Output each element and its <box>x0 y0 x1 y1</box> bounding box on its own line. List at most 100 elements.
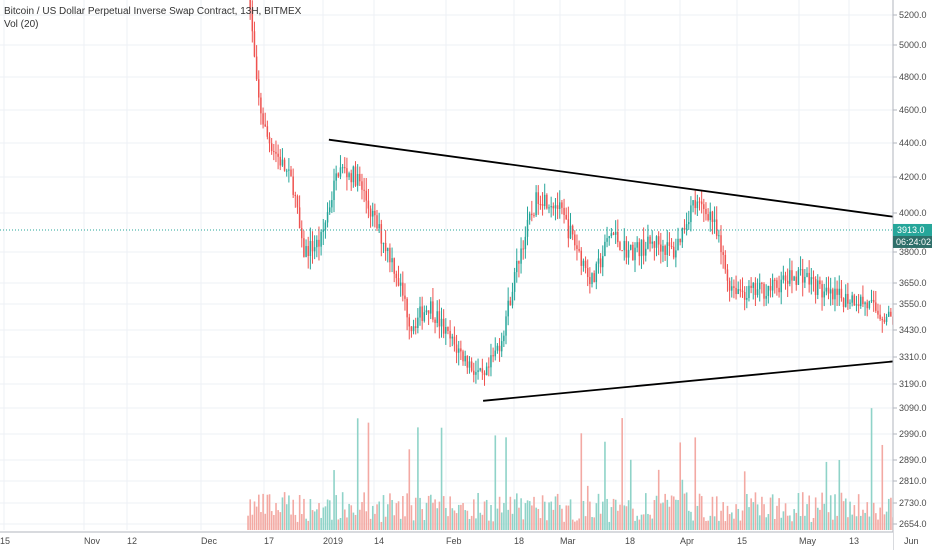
time-tick-label: Nov <box>84 536 101 546</box>
volume-bar <box>350 505 353 530</box>
candle-body <box>593 273 595 283</box>
volume-bar <box>535 507 537 530</box>
candle-body <box>814 279 817 295</box>
volume-bar <box>832 519 834 530</box>
volume-bar <box>432 502 434 530</box>
volume-bar <box>567 505 570 530</box>
volume-bar <box>752 502 755 530</box>
volume-bar <box>688 510 690 530</box>
candle-body <box>438 311 441 327</box>
volume-bar <box>724 521 727 530</box>
candle-body <box>298 207 301 229</box>
candle-body <box>857 304 860 306</box>
candle-body <box>455 344 458 353</box>
candle-body <box>703 204 705 209</box>
volume-bar <box>281 497 284 530</box>
candle-body <box>808 272 810 285</box>
candle-body <box>847 293 849 304</box>
volume-bar <box>808 495 811 530</box>
candle-body <box>320 232 322 247</box>
volume-bar <box>417 427 419 530</box>
last-price-value: 3913.0 <box>897 225 925 235</box>
candle-body <box>627 249 630 258</box>
volume-bar <box>485 499 488 530</box>
candle-body <box>668 242 671 246</box>
volume-bar <box>660 503 662 530</box>
candle-body <box>868 301 871 309</box>
volume-bar <box>520 498 522 530</box>
candle-body <box>249 0 251 10</box>
time-tick-label: Apr <box>680 536 694 546</box>
volume-bar <box>602 501 604 530</box>
candle-body <box>866 302 868 309</box>
volume-bar <box>440 427 443 530</box>
candle-body <box>582 260 585 266</box>
price-axis-panel[interactable] <box>893 0 932 550</box>
volume-bar <box>268 494 271 530</box>
volume-bar <box>851 514 854 530</box>
volume-bar <box>872 502 875 530</box>
candle-body <box>309 241 312 256</box>
candle-body <box>457 348 460 353</box>
candle-body <box>541 204 544 206</box>
candle-body <box>324 222 327 230</box>
candle-body <box>817 280 819 295</box>
volume-bar <box>387 504 389 530</box>
triangle-lower-trendline[interactable] <box>482 308 932 402</box>
candle-body <box>462 351 464 362</box>
volume-bar <box>681 479 684 530</box>
candle-body <box>737 289 739 295</box>
candle-body <box>653 241 656 248</box>
volume-bar <box>780 517 783 530</box>
candle-body <box>718 235 720 237</box>
candle-body <box>855 304 858 306</box>
candle-body <box>681 227 684 243</box>
candle-body <box>599 258 602 268</box>
time-tick-label: 13 <box>849 536 859 546</box>
candle-body <box>623 241 626 251</box>
volume-bar <box>524 503 527 530</box>
candle-body <box>548 207 550 209</box>
candle-body <box>604 241 606 257</box>
candle-body <box>610 233 613 237</box>
candle-body <box>318 239 320 247</box>
candles <box>249 0 932 386</box>
candle-body <box>483 372 486 376</box>
last-price-tag <box>893 223 932 236</box>
time-tick-label: 15 <box>737 536 747 546</box>
volume-bar <box>294 514 297 530</box>
candle-body <box>851 295 853 303</box>
candle-body <box>281 159 284 166</box>
volume-bar <box>756 504 759 530</box>
volume-bar <box>331 519 333 530</box>
candle-body <box>655 236 658 248</box>
time-axis-panel[interactable] <box>0 532 893 550</box>
volume-bar <box>305 518 307 530</box>
volume-bar <box>694 437 697 530</box>
candle-body <box>739 289 742 291</box>
time-tick-label: May <box>799 536 817 546</box>
volume-bar <box>511 513 514 530</box>
candle-body <box>756 289 759 295</box>
drawings[interactable] <box>328 138 932 402</box>
candle-body <box>829 289 832 294</box>
candle-body <box>795 276 798 285</box>
candle-body <box>260 97 262 114</box>
volume-bar <box>438 501 441 530</box>
candle-body <box>872 299 875 303</box>
volume-bar <box>507 509 510 530</box>
price-tick-label: 4800.0 <box>899 72 927 82</box>
candle-body <box>311 241 314 252</box>
volume-bar <box>754 492 757 530</box>
candle-body <box>771 279 774 291</box>
candle-body <box>864 302 866 305</box>
candle-body <box>715 219 718 236</box>
candle-body <box>832 289 834 300</box>
volume-bar <box>883 514 886 530</box>
volume-bar <box>778 498 780 530</box>
triangle-upper-trendline[interactable] <box>328 138 932 294</box>
candle-body <box>651 241 653 244</box>
volume-bar <box>662 502 664 530</box>
volume-bar <box>765 517 768 530</box>
